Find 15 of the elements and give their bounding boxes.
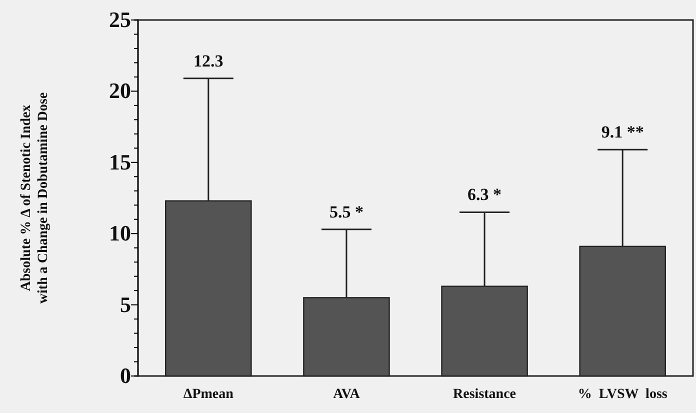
y-tick-label: 25 (109, 7, 131, 32)
y-tick-label: 5 (120, 292, 131, 317)
annotation: 5.5 * (329, 202, 364, 222)
y-tick-label: 0 (120, 363, 131, 388)
y-tick-label: 20 (109, 78, 131, 104)
annotation: 9.1 ** (601, 122, 644, 142)
y-axis-title: Absolute % Δ of Stenotic Index with a Change in Dobutamine Dose (19, 92, 51, 304)
x-tick-label: Resistance (453, 386, 516, 402)
y-tick-label: 10 (109, 220, 131, 246)
annotation: 12.3 (194, 51, 224, 70)
annotation: 6.3 * (468, 185, 502, 204)
x-tick-label: ΔPmean (183, 386, 234, 402)
x-tick-label: % LVSW loss (578, 386, 668, 402)
x-tick-label: AVA (333, 386, 361, 402)
y-tick-label: 15 (109, 149, 131, 174)
